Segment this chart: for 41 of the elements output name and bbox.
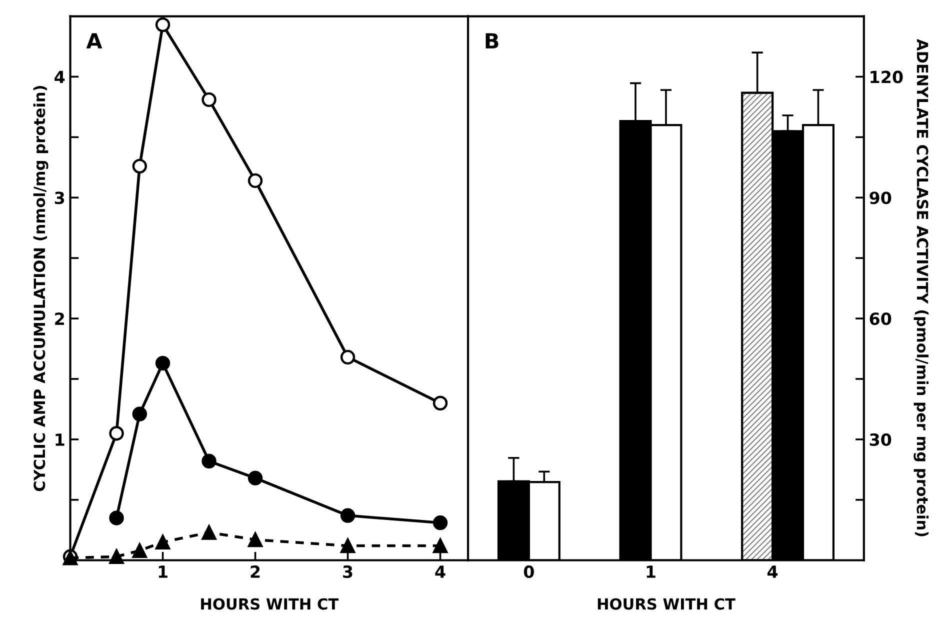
x-tick-label: 1	[646, 566, 656, 578]
x-tick-label: 4	[435, 566, 446, 578]
y2-tick-label: 90	[870, 192, 892, 204]
point	[109, 426, 124, 441]
point	[202, 525, 216, 540]
x-tick-label: 3	[343, 565, 352, 578]
y2-tick-label: 120	[870, 70, 903, 84]
point	[248, 173, 263, 188]
x-tick-label: 4	[768, 566, 778, 578]
x-tick-label: 2	[250, 565, 260, 578]
point	[155, 17, 170, 32]
point	[340, 508, 356, 523]
x-axis-title: HOURS WITH CT	[201, 598, 339, 610]
annotation: B	[486, 33, 498, 48]
y2-tick-label: 60	[870, 312, 892, 326]
point	[432, 538, 448, 554]
x-tick-label: 1	[158, 566, 168, 578]
point	[155, 534, 170, 550]
point	[202, 454, 216, 468]
x-tick-label: 0	[524, 565, 534, 578]
y-tick-label: 4	[54, 70, 65, 84]
point	[248, 470, 263, 486]
y-tick-label: 3	[54, 192, 64, 204]
y2-axis-title: ADENYLATE CYCLASE ACTIVITY (pmol/min per mg protein)	[914, 39, 929, 536]
x-axis-title: HOURS WITH CT	[598, 598, 736, 610]
point	[132, 406, 148, 422]
point	[432, 396, 448, 410]
y-axis-title: CYCLIC AMP ACCUMULATION (nmol/mg protein)	[33, 86, 48, 492]
point	[132, 158, 148, 174]
y-tick-label: 1	[56, 434, 64, 446]
point	[202, 92, 216, 108]
point	[109, 510, 124, 526]
y-tick-label: 2	[55, 312, 64, 325]
point	[132, 543, 148, 558]
point	[248, 532, 263, 548]
point	[155, 356, 170, 371]
point	[340, 350, 356, 365]
annotation: A	[86, 33, 102, 48]
y2-tick-label: 30	[870, 433, 892, 446]
point	[340, 538, 356, 554]
point	[432, 515, 448, 530]
